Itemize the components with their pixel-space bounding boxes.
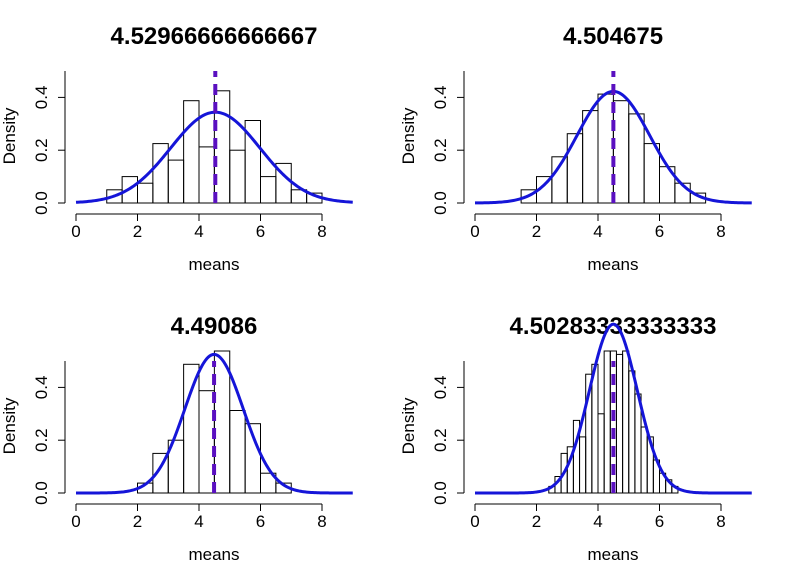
panel-1-bar-5 xyxy=(183,100,200,204)
panel-3-ylabel: Density xyxy=(0,397,19,454)
panel-4-ytick-label-0: 0.0 xyxy=(431,481,450,505)
panel-2-xtick-label-3: 6 xyxy=(655,222,664,241)
panel-1-y-ticks: 0.0 0.2 0.4 xyxy=(32,86,65,215)
panel-1-ytick-label-0: 0.0 xyxy=(32,191,51,215)
panel-1-bar-8 xyxy=(229,149,246,204)
panel-2: 4.504675 means Density 0 2 4 6 8 0.0 0.2… xyxy=(399,23,752,274)
panel-4-bar-15 xyxy=(640,426,648,494)
panel-3-xtick-label-4: 8 xyxy=(317,512,326,531)
panel-4-xtick-label-1: 2 xyxy=(532,512,541,531)
panel-4-bar-14 xyxy=(634,393,642,494)
panel-3-bar-4 xyxy=(198,390,215,494)
panel-3-x-ticks: 0 2 4 6 8 xyxy=(71,504,327,531)
panel-4-bar-9 xyxy=(603,350,611,494)
panel-1-xtick-label-3: 6 xyxy=(256,222,265,241)
panel-4-density-curve xyxy=(475,322,752,495)
panel-2-ytick-label-2: 0.4 xyxy=(431,86,450,110)
panel-3-bar-7 xyxy=(244,423,261,494)
panel-2-bar-4 xyxy=(582,110,599,204)
panel-2-ytick-label-1: 0.2 xyxy=(431,138,450,162)
panel-1-ytick-label-2: 0.4 xyxy=(32,86,51,110)
panel-3-bar-5 xyxy=(213,350,231,494)
panel-4-bar-12 xyxy=(622,350,630,494)
panel-1-ylabel: Density xyxy=(0,107,19,164)
panel-4-y-ticks: 0.0 0.2 0.4 xyxy=(431,376,464,505)
panel-2-title: 4.504675 xyxy=(563,23,663,50)
panel-4-ytick-label-1: 0.2 xyxy=(431,428,450,452)
panel-4-bar-13 xyxy=(628,370,636,494)
panel-2-bar-3 xyxy=(566,133,584,204)
panel-4-xtick-label-4: 8 xyxy=(716,512,725,531)
panel-3-ytick-label-0: 0.0 xyxy=(32,481,51,505)
panel-4-xtick-label-0: 0 xyxy=(470,512,479,531)
panel-4-ylabel: Density xyxy=(399,397,418,454)
panel-3-title: 4.49086 xyxy=(171,313,258,340)
panel-2-xtick-label-2: 4 xyxy=(593,222,602,241)
panel-1: 4.52966666666667 means Density 0 2 4 6 8… xyxy=(0,23,353,274)
panel-1-x-ticks: 0 2 4 6 8 xyxy=(71,214,327,241)
panel-2-bar-7 xyxy=(628,113,645,204)
panel-4: 4.50283333333333 means Density 0 2 4 6 8… xyxy=(399,313,752,564)
panel-4-xlabel: means xyxy=(587,545,638,564)
panel-1-bars xyxy=(106,90,323,204)
panel-1-bar-9 xyxy=(244,120,261,204)
panel-3-xtick-label-0: 0 xyxy=(71,512,80,531)
panel-1-xtick-label-4: 8 xyxy=(317,222,326,241)
panel-1-xtick-label-0: 0 xyxy=(71,222,80,241)
panel-3-bars xyxy=(137,350,292,494)
panel-4-bar-7 xyxy=(591,363,599,494)
panel-4-xtick-label-2: 4 xyxy=(593,512,602,531)
panel-3-bar-6 xyxy=(229,410,246,494)
panel-1-title: 4.52966666666667 xyxy=(111,23,318,50)
panel-1-xtick-label-1: 2 xyxy=(133,222,142,241)
panel-3-xlabel: means xyxy=(188,545,239,564)
panel-1-bar-4 xyxy=(167,159,185,204)
panel-2-ytick-label-0: 0.0 xyxy=(431,191,450,215)
panel-4-xtick-label-3: 6 xyxy=(655,512,664,531)
panel-3-ytick-label-2: 0.4 xyxy=(32,376,51,400)
panel-1-ytick-label-1: 0.2 xyxy=(32,138,51,162)
panel-2-bar-6 xyxy=(612,100,630,204)
panel-2-y-ticks: 0.0 0.2 0.4 xyxy=(431,86,464,215)
panel-3-xtick-label-2: 4 xyxy=(194,512,203,531)
panel-1-bar-2 xyxy=(137,182,154,204)
panel-3-bar-3 xyxy=(183,363,200,494)
panel-2-xtick-label-0: 0 xyxy=(470,222,479,241)
panel-2-xtick-label-4: 8 xyxy=(716,222,725,241)
panel-2-xtick-label-1: 2 xyxy=(532,222,541,241)
panel-2-bar-8 xyxy=(643,143,660,204)
panel-4-title: 4.50283333333333 xyxy=(510,313,717,340)
panel-4-bar-8 xyxy=(597,413,605,494)
panel-1-bar-6 xyxy=(198,146,215,204)
panel-4-bar-5 xyxy=(579,436,587,494)
panel-2-ylabel: Density xyxy=(399,107,418,164)
panel-3-ytick-label-1: 0.2 xyxy=(32,428,51,452)
panel-2-xlabel: means xyxy=(587,255,638,274)
panel-2-bar-5 xyxy=(597,93,614,204)
panel-3-xtick-label-1: 2 xyxy=(133,512,142,531)
panel-4-x-ticks: 0 2 4 6 8 xyxy=(470,504,726,531)
panel-1-xtick-label-2: 4 xyxy=(194,222,203,241)
panel-2-x-ticks: 0 2 4 6 8 xyxy=(470,214,726,241)
panel-1-xlabel: means xyxy=(188,255,239,274)
panel-3: 4.49086 means Density 0 2 4 6 8 0.0 0.2 … xyxy=(0,313,353,564)
panel-3-density-curve xyxy=(76,352,353,495)
panel-3-xtick-label-3: 6 xyxy=(256,512,265,531)
panel-3-y-ticks: 0.0 0.2 0.4 xyxy=(32,376,65,505)
panel-4-bar-11 xyxy=(615,353,624,494)
panel-4-ytick-label-2: 0.4 xyxy=(431,376,450,400)
panel-1-bar-10 xyxy=(260,176,277,204)
